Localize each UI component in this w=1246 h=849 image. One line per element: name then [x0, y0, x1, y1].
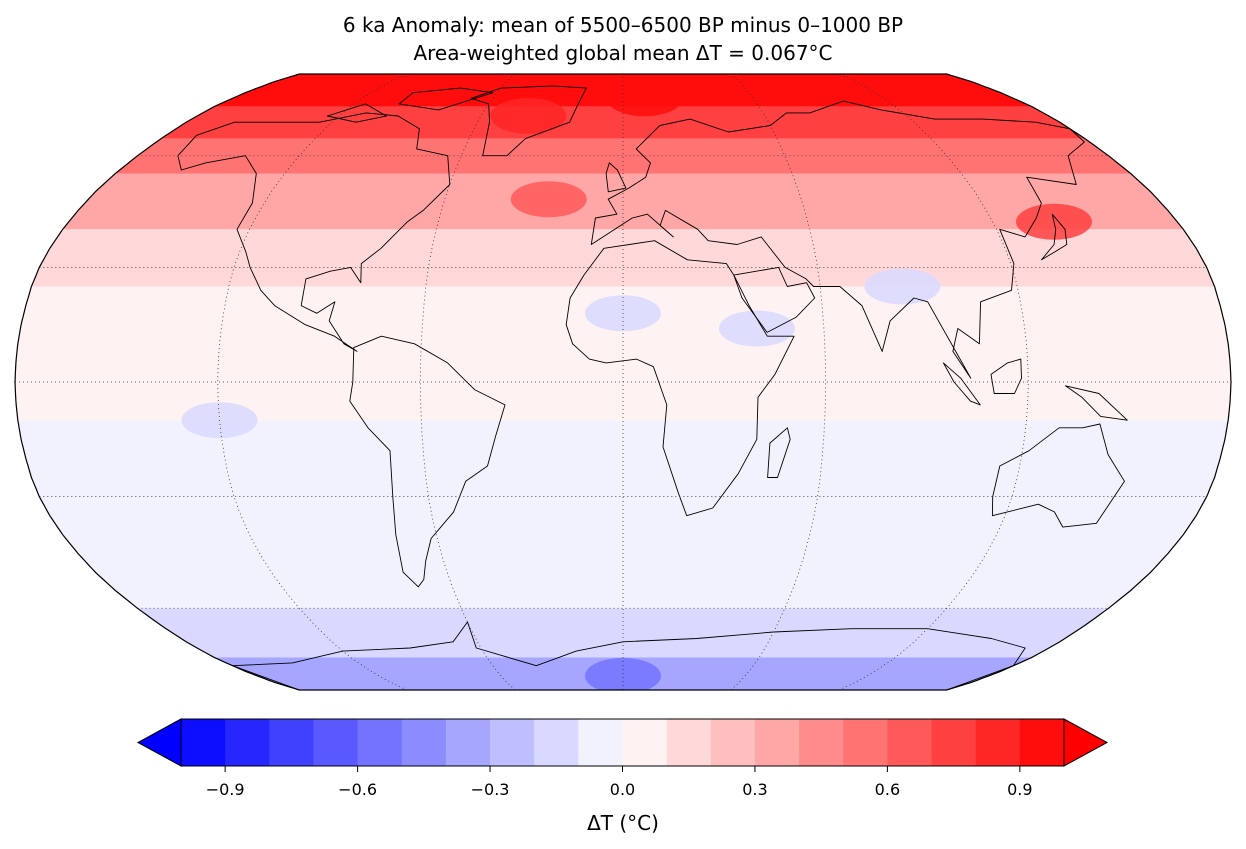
coastline [942, 362, 981, 406]
colorbar-tick-label: 0.6 [875, 780, 900, 799]
colorbar-swatch [975, 719, 1021, 766]
coastline [991, 423, 1125, 528]
colorbar-swatch [181, 719, 226, 766]
colorbar-tick-label: 0.9 [1007, 780, 1032, 799]
field-anomaly-patch [490, 98, 567, 135]
world-map [14, 73, 1232, 691]
field-anomaly-patch [864, 268, 941, 305]
coastline [349, 335, 506, 588]
colorbar-label: ΔT (°C) [587, 811, 659, 835]
graticule-meridian [838, 74, 1029, 690]
coastline [1041, 213, 1068, 261]
coastline [177, 112, 451, 352]
colorbar-tick-label: 0.3 [742, 780, 767, 799]
graticule [15, 74, 1231, 690]
field-anomaly-patch [585, 657, 661, 690]
colorbar-swatch [887, 719, 933, 766]
graticule-meridian [217, 74, 408, 690]
coastline [398, 87, 494, 111]
colorbar-swatch [225, 719, 270, 766]
coastline [990, 358, 1022, 394]
map-subtitle: Area-weighted global mean ΔT = 0.067°C [413, 41, 833, 65]
colorbar-swatch [1019, 719, 1065, 766]
colorbar-extend-high [1063, 718, 1109, 767]
colorbar-swatch [490, 719, 535, 766]
colorbar-swatch [534, 719, 579, 766]
colorbar-swatch [622, 719, 668, 766]
colorbar-extend-low [136, 718, 182, 767]
field-band [137, 608, 1109, 658]
field-band [115, 138, 1131, 174]
colorbar-swatch [843, 719, 888, 766]
field-band [17, 420, 1229, 609]
colorbar-ticks: −0.9 −0.6 −0.3 0.0 0.3 0.6 0.9 [206, 766, 1033, 799]
coastline [470, 85, 587, 157]
coastlines [177, 85, 1128, 690]
colorbar-tick-label: 0.0 [610, 780, 635, 799]
field-band [161, 106, 1085, 139]
colorbar-swatches [136, 718, 1109, 767]
colorbar-tick-label: −0.9 [206, 780, 245, 799]
coastline [590, 100, 1085, 379]
colorbar-swatch [269, 719, 314, 766]
colorbar-swatch [931, 719, 977, 766]
coastline [326, 103, 387, 123]
coastline [232, 621, 1026, 690]
field-anomaly-patch [510, 181, 587, 218]
colorbar-swatch [799, 719, 844, 766]
coastline [733, 266, 816, 333]
coastline [605, 162, 627, 193]
colorbar-tick-label: −0.3 [471, 780, 510, 799]
colorbar-swatch [445, 719, 491, 766]
coastline [767, 427, 791, 478]
coastline [1064, 385, 1128, 421]
coastline [565, 240, 795, 517]
colorbar-swatch [357, 719, 403, 766]
colorbar-swatch [710, 719, 756, 766]
map-boundary [14, 73, 1232, 691]
colorbar-swatch [578, 719, 623, 766]
colorbar-swatch [666, 719, 712, 766]
colorbar-swatch [754, 719, 800, 766]
colorbar-swatch [401, 719, 447, 766]
colorbar-tick-label: −0.6 [338, 780, 377, 799]
field-anomaly-patch [606, 80, 683, 117]
colorbar-swatch [313, 719, 359, 766]
field-anomaly-patch [718, 310, 795, 347]
map-title: 6 ka Anomaly: mean of 5500–6500 BP minus… [342, 13, 904, 37]
